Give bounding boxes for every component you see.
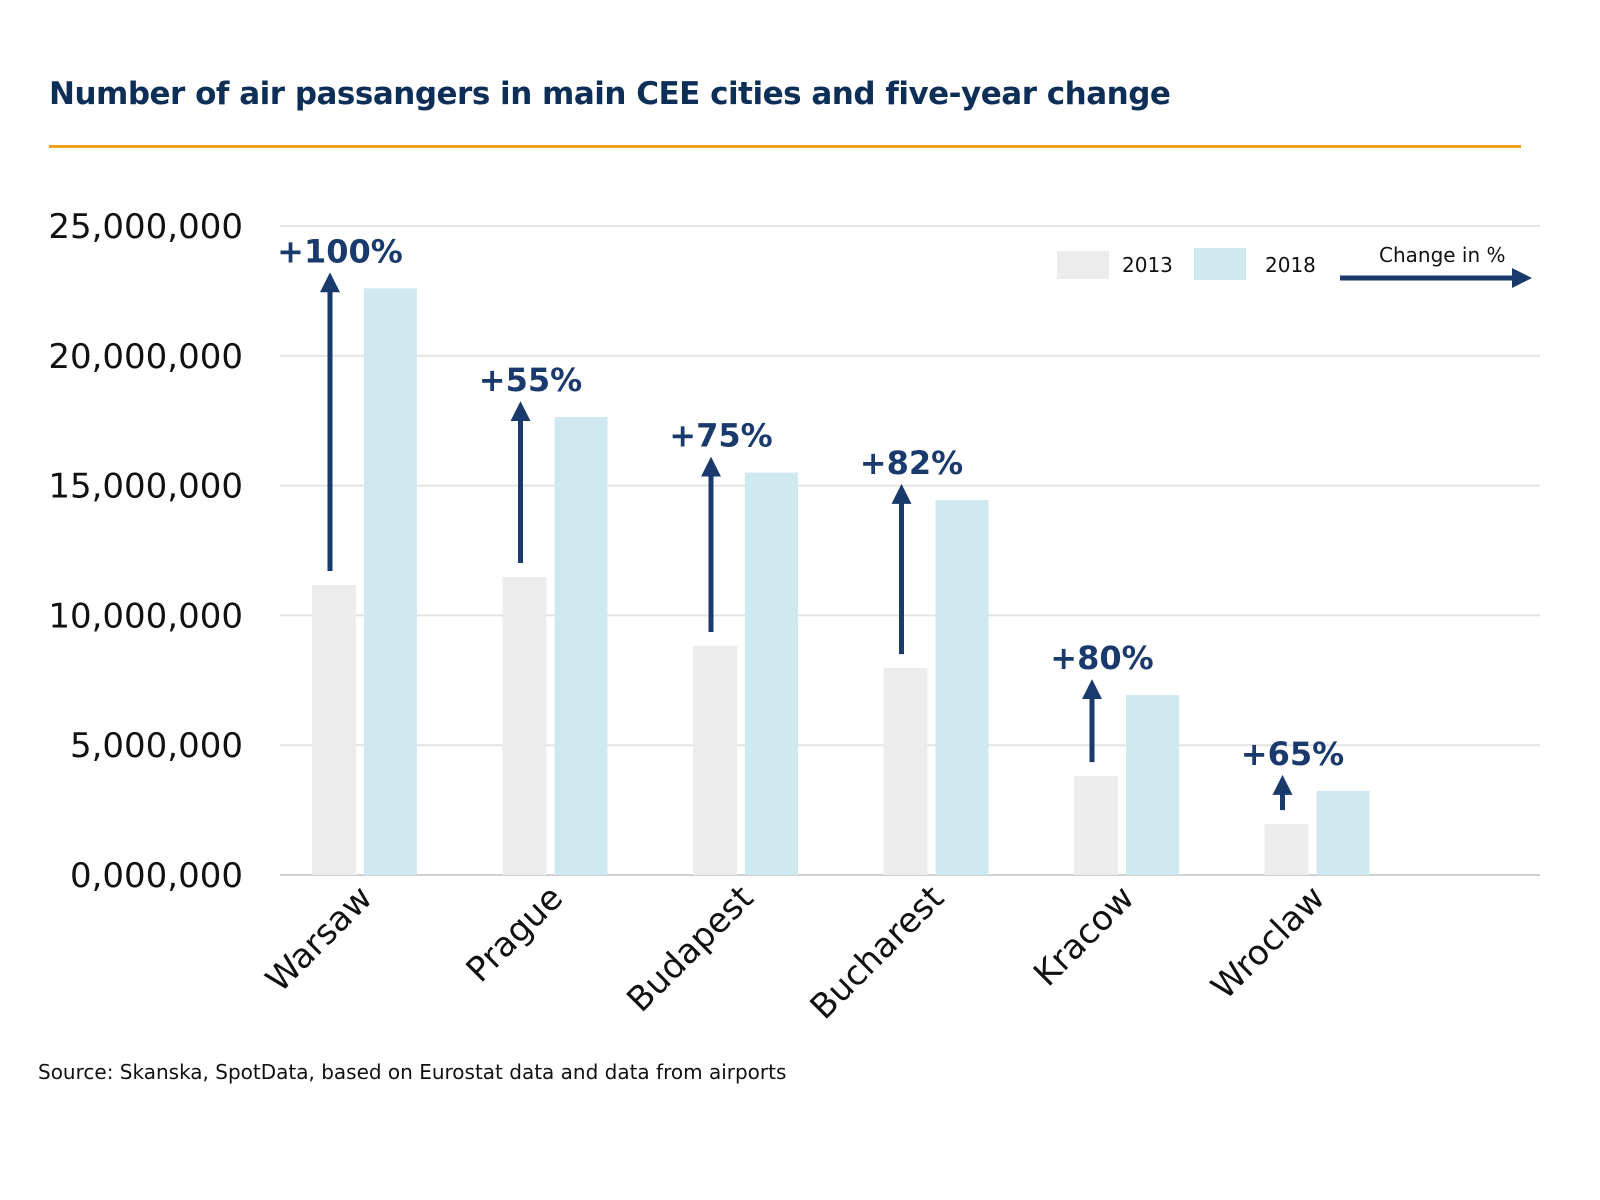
change-label: +80% xyxy=(1050,639,1153,677)
y-tick-label: 10,000,000 xyxy=(48,596,243,636)
legend-label-2018: 2018 xyxy=(1265,253,1316,277)
bar-2013 xyxy=(502,576,547,875)
bar-2013 xyxy=(693,646,737,875)
bar-2018 xyxy=(745,472,798,875)
y-tick-label: 20,000,000 xyxy=(48,337,243,377)
title-divider xyxy=(49,145,1521,148)
bar-2013 xyxy=(1264,824,1309,875)
change-label: +65% xyxy=(1241,735,1344,773)
x-tick-label: Kracow xyxy=(1026,878,1142,994)
y-tick-label: 25,000,000 xyxy=(48,207,243,247)
bar-2018 xyxy=(935,499,989,875)
bar-2013 xyxy=(1074,776,1118,875)
bar-2018 xyxy=(1316,790,1370,875)
y-tick-label: 0,000,000 xyxy=(70,856,243,896)
change-label: +55% xyxy=(479,361,582,399)
legend-label-2013: 2013 xyxy=(1122,253,1173,277)
legend-label-change: Change in % xyxy=(1379,243,1506,267)
y-tick-label: 15,000,000 xyxy=(48,467,243,507)
x-tick-label: Wroclaw xyxy=(1204,878,1333,1007)
bar-2013 xyxy=(312,585,356,875)
change-label: +75% xyxy=(669,417,772,455)
y-tick-label: 5,000,000 xyxy=(70,726,243,766)
x-tick-label: Warsaw xyxy=(258,878,380,1000)
change-label: +100% xyxy=(277,232,403,270)
bar-2018 xyxy=(554,417,608,875)
change-label: +82% xyxy=(860,444,963,482)
x-tick-label: Prague xyxy=(459,878,571,990)
x-tick-label: Bucharest xyxy=(803,878,952,1027)
bar-2013 xyxy=(883,668,928,875)
legend-swatch-2018 xyxy=(1194,248,1246,280)
bar-2018 xyxy=(1126,695,1179,875)
x-tick-label: Budapest xyxy=(619,878,761,1020)
chart-title: Number of air passangers in main CEE cit… xyxy=(49,76,1171,112)
legend-swatch-2013 xyxy=(1057,251,1109,279)
bar-2018 xyxy=(364,288,417,876)
source-note: Source: Skanska, SpotData, based on Euro… xyxy=(38,1060,787,1084)
